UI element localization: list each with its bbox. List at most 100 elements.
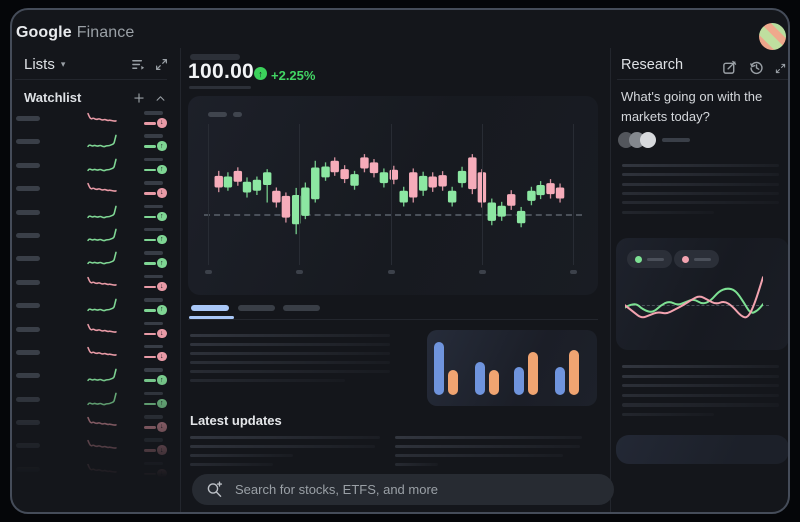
sparkline-down xyxy=(87,440,117,450)
research-chart-card[interactable] xyxy=(616,238,788,350)
skeleton-line xyxy=(190,454,293,458)
watchlist-row[interactable]: ↑ xyxy=(14,224,172,247)
sparkline-up xyxy=(87,135,117,148)
sparkline-down xyxy=(87,346,117,356)
skeleton-line xyxy=(622,191,779,196)
avatar[interactable] xyxy=(759,23,786,50)
ticker-skeleton xyxy=(16,349,40,355)
trend-up-badge-icon: ↑ xyxy=(254,67,267,80)
value-skeleton xyxy=(144,461,163,466)
ticker-skeleton xyxy=(16,256,40,262)
watchlist-row[interactable]: ↓ xyxy=(14,341,172,364)
sparkline-up xyxy=(87,205,117,218)
trend-line xyxy=(144,215,156,219)
skeleton-line xyxy=(622,365,779,369)
tab-2[interactable] xyxy=(238,305,275,311)
sparkline-down xyxy=(87,463,117,473)
playlist-add-icon[interactable] xyxy=(130,56,147,73)
trend-up-icon: ↑ xyxy=(157,258,167,268)
research-input-skeleton[interactable] xyxy=(616,435,788,464)
value-skeleton xyxy=(144,368,163,372)
compose-icon[interactable] xyxy=(720,58,738,76)
watchlist-row[interactable]: ↓ xyxy=(14,434,172,457)
skeleton-line xyxy=(622,201,779,205)
value-skeleton xyxy=(144,204,163,209)
chart-control-skeleton[interactable] xyxy=(208,112,227,117)
trend-up-icon: ↑ xyxy=(157,164,167,175)
watchlist-row[interactable]: ↑ xyxy=(14,388,172,411)
value-skeleton xyxy=(144,181,163,185)
expand-icon[interactable] xyxy=(773,61,787,75)
bar-orange xyxy=(489,370,499,395)
search-input[interactable] xyxy=(233,481,573,498)
candlestick-chart[interactable] xyxy=(207,124,574,266)
price-value: 100.00 xyxy=(188,60,255,83)
trend-up-icon: ↑ xyxy=(157,375,167,385)
app-logo[interactable]: Google Finance xyxy=(16,24,134,42)
tab-active-underline xyxy=(189,316,234,319)
ticker-skeleton xyxy=(16,396,40,402)
left-divider xyxy=(180,48,181,512)
sparkline-up xyxy=(87,251,117,265)
bar-blue xyxy=(475,362,485,395)
skeleton-line xyxy=(190,379,345,383)
watchlist-row[interactable]: ↓ xyxy=(14,107,172,130)
trend-line xyxy=(144,472,156,476)
skeleton-line xyxy=(190,463,273,467)
sparkline-down xyxy=(87,416,117,426)
trend-down-icon: ↓ xyxy=(157,118,167,128)
watchlist-row[interactable]: ↑ xyxy=(14,247,172,270)
tab-active[interactable] xyxy=(191,305,229,311)
trend-up-icon: ↑ xyxy=(157,234,167,245)
research-title: Research xyxy=(621,57,684,73)
toggle-dot-3[interactable] xyxy=(640,132,656,148)
toggle-label-skeleton xyxy=(662,138,690,142)
lists-dropdown[interactable]: Lists ▾ xyxy=(24,56,65,73)
search-bar[interactable] xyxy=(192,474,614,505)
trend-line xyxy=(144,449,156,452)
skeleton-line xyxy=(395,445,580,449)
research-question: What's going on with the markets today? xyxy=(621,89,763,124)
watchlist-row[interactable]: ↑ xyxy=(14,154,172,177)
trend-line xyxy=(144,238,156,242)
sparkline-up xyxy=(87,298,117,312)
plus-icon[interactable] xyxy=(131,90,146,105)
watchlist-row[interactable]: ↓ xyxy=(14,411,172,434)
skeleton-line xyxy=(190,361,390,365)
watchlist-row[interactable]: ↑ xyxy=(14,201,172,224)
tab-3[interactable] xyxy=(283,305,320,311)
ticker-skeleton xyxy=(16,139,40,145)
watchlist-row[interactable]: ↓ xyxy=(14,177,172,200)
watchlist-row[interactable]: ↓ xyxy=(14,271,172,294)
expand-icon[interactable] xyxy=(154,57,169,72)
search-ai-icon xyxy=(207,481,223,497)
trend-line xyxy=(144,309,156,312)
chart-control-skeleton[interactable] xyxy=(233,112,242,117)
news-barchart-card[interactable] xyxy=(427,330,597,406)
skeleton-line xyxy=(190,445,375,449)
chevron-up-icon[interactable] xyxy=(153,91,167,105)
watchlist-row[interactable]: ↑ xyxy=(14,294,172,317)
sparkline-up xyxy=(87,158,117,172)
sparkline-up xyxy=(87,228,117,242)
value-skeleton xyxy=(144,321,163,326)
caret-down-icon: ▾ xyxy=(60,59,66,69)
ticker-skeleton xyxy=(16,209,40,215)
legend-pink[interactable] xyxy=(674,250,719,268)
sparkline-down xyxy=(87,183,117,193)
ticker-skeleton xyxy=(16,443,40,449)
sparkline-down xyxy=(87,276,117,286)
trend-line xyxy=(144,379,156,382)
ticker-skeleton xyxy=(16,279,40,285)
watchlist-row[interactable]: ↑ xyxy=(14,364,172,387)
trend-down-icon: ↓ xyxy=(157,468,167,479)
sparkline-up xyxy=(87,368,117,382)
legend-green-dot xyxy=(635,255,642,263)
watchlist-row[interactable]: ↓ xyxy=(14,318,172,341)
watchlist-row[interactable]: ↑ xyxy=(14,130,172,153)
value-skeleton xyxy=(144,111,163,115)
watchlist-row[interactable]: ↓ xyxy=(14,458,172,481)
trend-down-icon: ↓ xyxy=(157,422,167,432)
history-icon[interactable] xyxy=(747,58,765,76)
legend-green[interactable] xyxy=(627,250,672,268)
